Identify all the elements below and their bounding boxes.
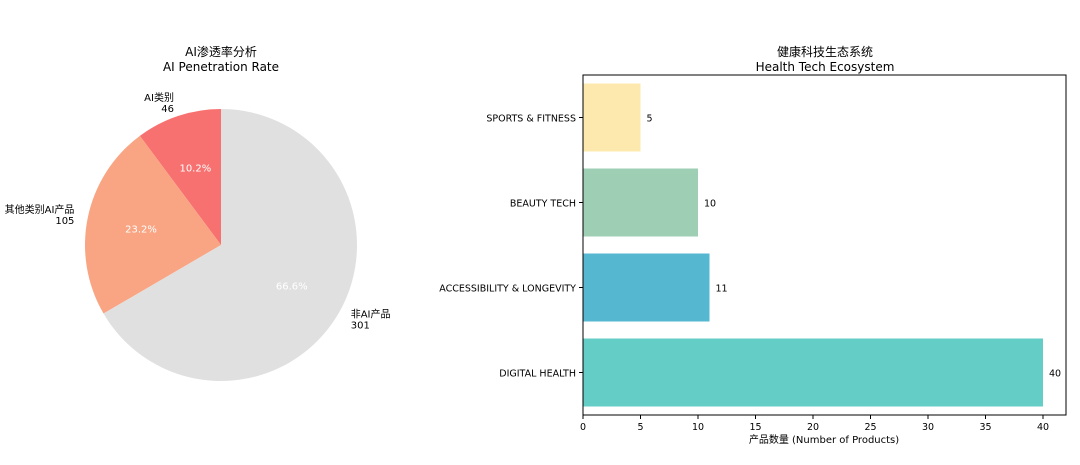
pie-slice (139, 109, 221, 245)
bar-value-label: 5 (647, 114, 653, 125)
pie-percent-label: 66.6% (276, 282, 308, 293)
pie-percent-label: 10.2% (179, 164, 211, 175)
x-tick-label: 15 (749, 422, 761, 433)
pie-slices (85, 109, 357, 381)
y-tick-label: ACCESSIBILITY & LONGEVITY (439, 284, 576, 295)
x-tick-label: 35 (979, 422, 991, 433)
y-tick-label: BEAUTY TECH (510, 199, 576, 210)
pie-category-label: AI类别 (144, 91, 174, 104)
bar-chart: 健康科技生态系统 Health Tech Ecosystem 40 11 10 5 D… (439, 44, 1067, 446)
bar-x-axis-label: 产品数量 (Number of Products) (749, 433, 899, 446)
x-tick-label: 20 (807, 422, 819, 433)
bar (583, 168, 698, 237)
bar-value-label: 10 (704, 199, 716, 210)
x-tick-label: 25 (864, 422, 876, 433)
bar (583, 83, 641, 152)
pie-slice (85, 135, 221, 314)
x-tick-label: 0 (580, 422, 586, 433)
bar-value-label: 11 (716, 284, 728, 295)
bar-bars: 40 11 10 5 (583, 83, 1061, 407)
pie-subtitle: AI Penetration Rate (163, 60, 279, 74)
pie-value-label: 46 (161, 104, 174, 115)
plot-frame (582, 74, 1067, 416)
pie-percent-label: 23.2% (125, 225, 157, 236)
bar-value-label: 40 (1049, 369, 1061, 380)
y-tick-label: SPORTS & FITNESS (486, 114, 576, 125)
pie-title: AI渗透率分析 (185, 44, 257, 59)
pie-value-label: 301 (351, 320, 370, 331)
x-tick-label: 10 (692, 422, 704, 433)
pie-category-label: 其他类别AI产品 (5, 203, 75, 216)
pie-category-label: 非AI产品 (351, 307, 391, 320)
bar (583, 338, 1043, 407)
pie-value-label: 105 (55, 216, 74, 227)
pie-slice (103, 109, 357, 381)
y-tick-label: DIGITAL HEALTH (499, 369, 576, 380)
x-tick-label: 5 (637, 422, 643, 433)
bar-axes: DIGITAL HEALTH ACCESSIBILITY & LONGEVITY B… (439, 74, 1067, 433)
x-tick-label: 30 (922, 422, 934, 433)
x-tick-label: 40 (1037, 422, 1049, 433)
bar-subtitle: Health Tech Ecosystem (756, 60, 895, 74)
bar (583, 253, 710, 322)
bar-title: 健康科技生态系统 (777, 44, 873, 59)
